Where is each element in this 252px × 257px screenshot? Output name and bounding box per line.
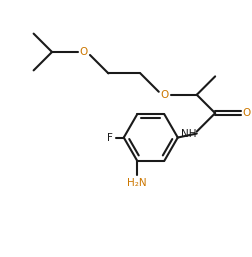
Text: NH: NH <box>181 128 197 139</box>
Text: F: F <box>107 133 113 143</box>
Text: O: O <box>242 108 250 118</box>
Text: O: O <box>80 47 88 57</box>
Text: H₂N: H₂N <box>128 178 147 188</box>
Text: O: O <box>161 90 169 100</box>
